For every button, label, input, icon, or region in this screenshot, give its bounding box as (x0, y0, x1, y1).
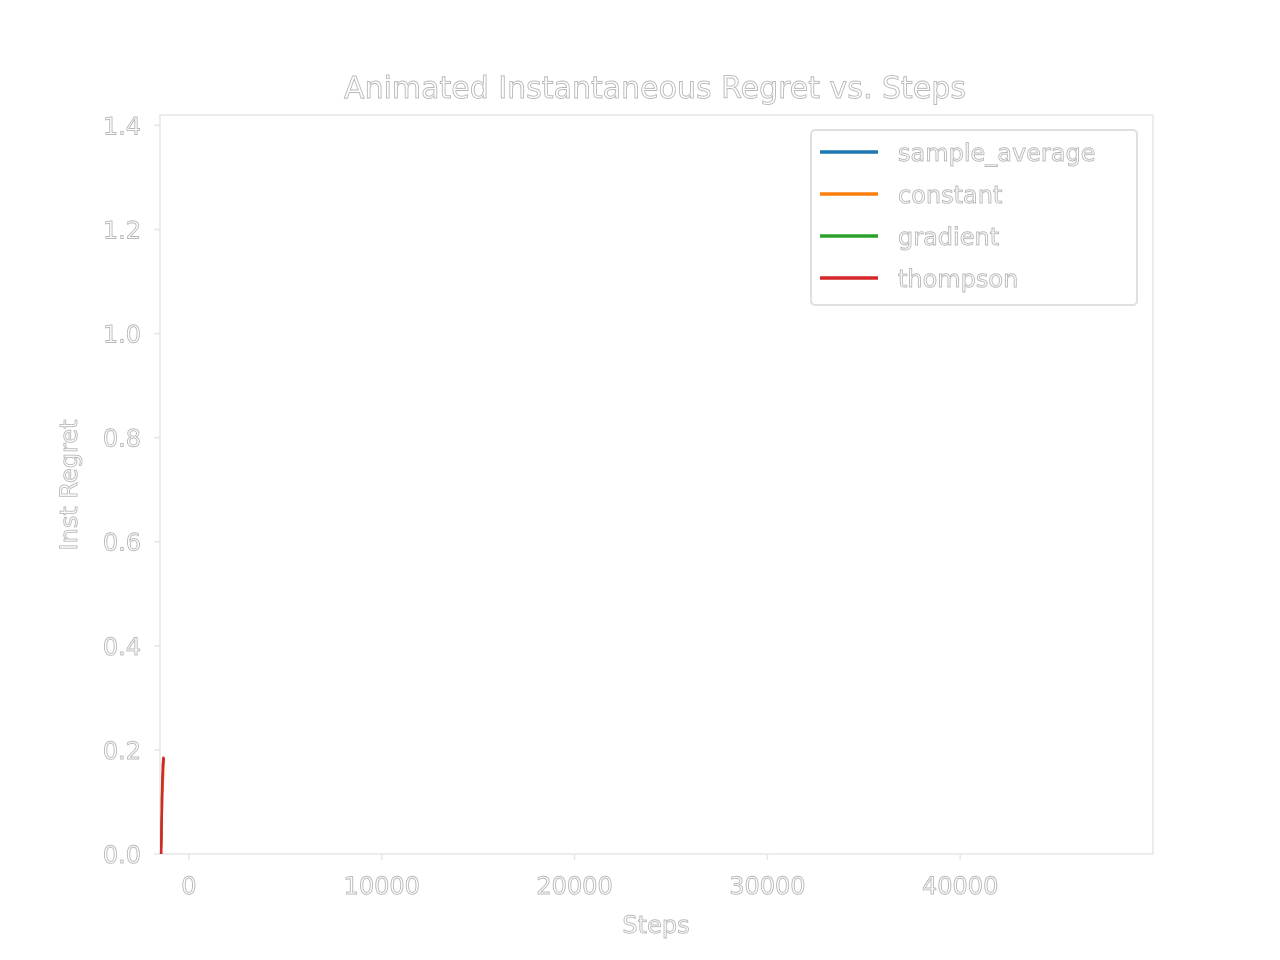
x-tick-label: 20000 (536, 872, 612, 900)
legend-label: thompson (898, 265, 1018, 293)
y-axis-label: Inst Regret (55, 420, 83, 551)
legend-label: gradient (898, 223, 999, 251)
x-tick-label: 30000 (729, 872, 805, 900)
x-axis-label: Steps (622, 911, 689, 939)
series-lines (159, 756, 166, 855)
x-tick-label: 10000 (344, 872, 420, 900)
x-axis: 0 10000 20000 30000 40000 (181, 854, 999, 900)
legend-box (810, 129, 1138, 306)
legend-label: sample_average (898, 139, 1096, 167)
y-tick-label: 0.6 (103, 529, 141, 557)
y-tick-label: 1.2 (103, 216, 141, 244)
y-tick-label: 1.4 (103, 112, 141, 140)
chart-title: Animated Instantaneous Regret vs. Steps (344, 71, 966, 106)
y-tick-label: 0.2 (103, 737, 141, 765)
y-tick-label: 0.0 (103, 841, 141, 869)
y-tick-label: 0.8 (103, 425, 141, 453)
x-tick-label: 40000 (922, 872, 998, 900)
series-line-thompson (159, 756, 166, 855)
legend: sample_average constant gradient thompson (810, 129, 1138, 306)
legend-label: constant (898, 181, 1002, 209)
y-tick-label: 0.4 (103, 633, 141, 661)
y-tick-label: 1.0 (103, 321, 141, 349)
y-axis: 0.0 0.2 0.4 0.6 0.8 1.0 1.2 1.4 (102, 112, 160, 869)
x-tick-label: 0 (181, 872, 196, 900)
